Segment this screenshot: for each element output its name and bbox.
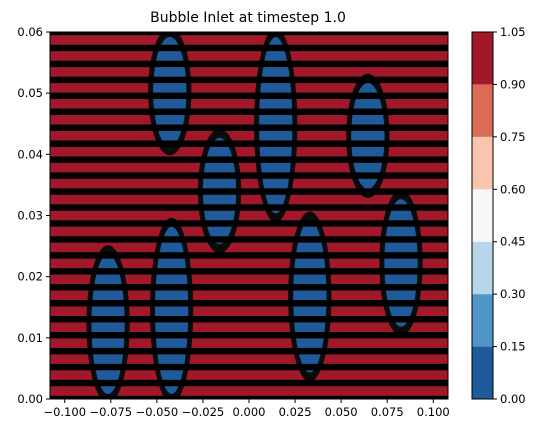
- colorbar-tick-label: 1.05: [500, 25, 526, 39]
- contour-band-line: [50, 268, 448, 275]
- contour-band-line: [50, 395, 448, 399]
- contour-band-line: [50, 252, 448, 259]
- y-tick-label: 0.02: [17, 270, 43, 284]
- colorbar-frame: [471, 31, 494, 400]
- colorbar-segment: [472, 84, 493, 137]
- contour-band-line: [50, 316, 448, 323]
- contour-band-line: [50, 347, 448, 355]
- colorbar-segment: [472, 346, 493, 399]
- y-tick-label: 0.06: [17, 25, 43, 39]
- x-tick-label: 0.075: [371, 405, 404, 419]
- x-tick-label: 0.025: [279, 405, 312, 419]
- contour-band-line: [50, 32, 448, 36]
- colorbar-segment: [472, 189, 493, 242]
- colorbar-segment: [472, 32, 493, 85]
- colorbar: 0.00 0.15 0.30 0.45 0.60 0.75 0.90 1.05: [471, 25, 526, 406]
- contour-band-line: [50, 92, 448, 100]
- x-tick-label: 0.000: [233, 405, 266, 419]
- contour-band-line: [50, 44, 448, 52]
- x-tick-label: −0.075: [90, 405, 133, 419]
- chart-title: Bubble Inlet at timestep 1.0: [150, 10, 346, 26]
- x-tick-label: −0.050: [136, 405, 179, 419]
- colorbar-tick-label: 0.90: [500, 77, 526, 91]
- contour-band-line: [50, 188, 448, 195]
- colorbar-tick-label: 0.00: [500, 392, 526, 406]
- x-tick-label: −0.100: [43, 405, 86, 419]
- x-tick-label: 0.050: [325, 405, 358, 419]
- y-tick-label: 0.00: [17, 392, 43, 406]
- contour-band-line: [50, 236, 448, 243]
- contour-band-line: [50, 76, 448, 84]
- plot-contents: [50, 32, 448, 399]
- plot-area: −0.100 −0.075 −0.050 −0.025 0.000 0.025 0.050 0…: [17, 25, 449, 419]
- contour-band-line: [50, 379, 448, 387]
- colorbar-segment: [472, 136, 493, 190]
- y-tick-label: 0.01: [17, 331, 43, 345]
- colorbar-tick-label: 0.30: [500, 287, 526, 301]
- y-tick-label: 0.04: [17, 147, 43, 161]
- contour-band-line: [50, 204, 448, 211]
- contour-band-line: [50, 60, 448, 68]
- colorbar-tick-label: 0.75: [500, 130, 526, 144]
- contour-band-line: [50, 124, 448, 131]
- contour-band-line: [50, 108, 448, 115]
- contour-band-line: [50, 172, 448, 179]
- contour-band-line: [50, 140, 448, 147]
- bubble-core: [91, 254, 125, 394]
- colorbar-segment: [472, 294, 493, 347]
- contour-band-line: [50, 220, 448, 227]
- y-tick-label: 0.03: [17, 209, 43, 223]
- colorbar-segment: [472, 241, 493, 295]
- bubble-core: [384, 199, 418, 327]
- contour-band-line: [50, 331, 448, 339]
- colorbar-tick-label: 0.45: [500, 235, 526, 249]
- contour-band-line: [50, 300, 448, 307]
- colorbar-tick-label: 0.60: [500, 182, 526, 196]
- contour-band-line: [50, 363, 448, 371]
- contour-band-line: [50, 284, 448, 291]
- y-tick-label: 0.05: [17, 86, 43, 100]
- contour-band-line: [50, 156, 448, 163]
- x-tick-label: −0.025: [182, 405, 225, 419]
- colorbar-tick-label: 0.15: [500, 340, 526, 354]
- x-tick-label: 0.100: [417, 405, 450, 419]
